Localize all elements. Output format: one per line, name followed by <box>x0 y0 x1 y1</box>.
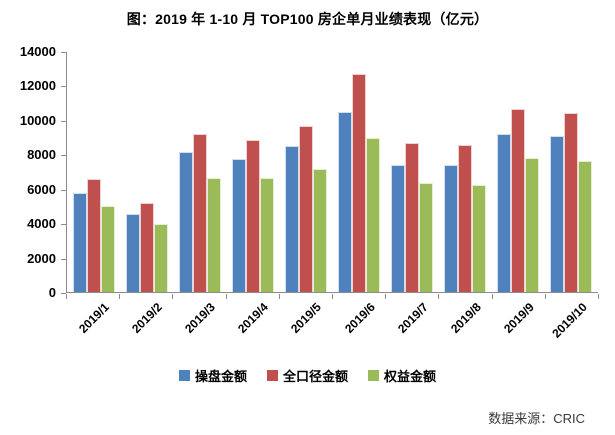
legend-item-操盘金额: 操盘金额 <box>178 366 247 385</box>
y-axis-tick-mark <box>61 52 66 53</box>
y-axis-tick-mark <box>61 224 66 226</box>
bar-group-2019-2 <box>120 52 173 292</box>
x-axis-tick-mark <box>385 294 387 299</box>
chart-title: 图：2019 年 1-10 月 TOP100 房企单月业绩表现（亿元） <box>126 11 489 27</box>
bar-group-2019-1 <box>67 52 120 292</box>
bar-group-2019-6 <box>332 52 385 292</box>
legend-swatch-icon <box>266 370 278 381</box>
y-axis-tick-label: 14000 <box>19 44 56 59</box>
x-axis-tick-label: 2019/10 <box>549 300 591 341</box>
bar-权益金额-2019-2 <box>153 224 168 292</box>
y-axis-tick-label: 10000 <box>19 112 56 128</box>
y-axis-tick-mark <box>61 189 66 191</box>
bar-全口径金额-2019-8 <box>458 144 473 292</box>
bar-全口径金额-2019-1 <box>86 179 101 292</box>
bar-操盘金额-2019-9 <box>497 133 512 292</box>
bar-group-2019-4 <box>226 52 279 292</box>
x-axis-tick-mark <box>66 294 67 299</box>
x-axis-tick-label: 2019/4 <box>235 300 272 336</box>
y-axis-tick-label: 4000 <box>27 216 56 232</box>
legend: 操盘金额 全口径金额 权益金额 <box>0 366 615 385</box>
bar-权益金额-2019-3 <box>206 177 221 292</box>
y-axis-tick-label: 8000 <box>27 147 56 163</box>
x-axis-tick-mark <box>544 294 546 299</box>
bar-全口径金额-2019-10 <box>564 112 579 292</box>
x-axis-tick-mark <box>438 294 440 299</box>
bar-group-2019-10 <box>545 52 598 292</box>
plot-area <box>66 52 598 293</box>
data-source: 数据来源：CRIC <box>488 411 585 426</box>
bar-权益金额-2019-1 <box>100 205 115 292</box>
x-axis-tick-label: 2019/5 <box>288 300 325 336</box>
y-axis-tick-mark <box>61 86 66 88</box>
bar-权益金额-2019-8 <box>472 185 487 292</box>
x-axis-tick-mark <box>332 294 333 299</box>
bar-权益金额-2019-7 <box>419 183 434 292</box>
bar-group-2019-5 <box>279 52 332 292</box>
x-axis-tick-mark <box>172 294 174 299</box>
y-axis-tick-label: 6000 <box>27 181 56 197</box>
bar-全口径金额-2019-4 <box>245 139 260 292</box>
bar-group-2019-9 <box>492 52 545 292</box>
x-axis-tick-mark <box>119 294 121 299</box>
x-axis-tick-label: 2019/7 <box>394 300 431 336</box>
bar-全口径金额-2019-5 <box>298 125 313 292</box>
bar-权益金额-2019-5 <box>312 168 327 292</box>
y-axis-tick-mark <box>61 155 66 157</box>
legend-item-权益金额: 权益金额 <box>368 366 436 385</box>
legend-swatch-icon <box>178 370 190 381</box>
x-axis-tick-mark <box>598 294 599 299</box>
bar-权益金额-2019-9 <box>525 158 540 292</box>
legend-label: 操盘金额 <box>194 369 247 384</box>
bar-权益金额-2019-10 <box>578 160 593 292</box>
bar-全口径金额-2019-7 <box>405 143 420 292</box>
legend-swatch-icon <box>368 370 379 381</box>
bar-全口径金额-2019-9 <box>511 109 526 292</box>
y-axis-tick-mark <box>61 120 66 122</box>
legend-item-全口径金额: 全口径金额 <box>266 366 348 385</box>
x-axis-tick-mark <box>278 294 280 299</box>
y-axis-tick-label: 0 <box>48 285 56 300</box>
legend-label: 全口径金额 <box>282 369 348 384</box>
y-axis-tick-label: 12000 <box>19 78 56 94</box>
x-axis-tick-label: 2019/9 <box>501 300 538 336</box>
x-axis-tick-mark <box>491 294 493 299</box>
x-axis-tick-label: 2019/3 <box>182 300 218 336</box>
y-axis-tick-mark <box>61 258 66 260</box>
bar-group-2019-8 <box>439 52 492 292</box>
bar-权益金额-2019-6 <box>366 137 381 292</box>
bar-操盘金额-2019-5 <box>284 146 299 292</box>
bar-全口径金额-2019-3 <box>192 133 207 292</box>
bar-操盘金额-2019-1 <box>72 193 87 292</box>
y-axis-tick-label: 2000 <box>27 250 56 266</box>
bar-group-2019-7 <box>386 52 439 292</box>
bar-操盘金额-2019-8 <box>444 165 459 292</box>
bar-操盘金额-2019-7 <box>391 165 406 292</box>
x-axis-tick-label: 2019/8 <box>448 300 484 336</box>
bar-group-2019-3 <box>173 52 226 292</box>
bar-权益金额-2019-4 <box>259 178 274 292</box>
bar-操盘金额-2019-6 <box>338 111 353 292</box>
bar-操盘金额-2019-3 <box>178 152 193 292</box>
bar-操盘金额-2019-2 <box>125 214 140 292</box>
legend-label: 权益金额 <box>384 369 437 384</box>
x-axis-tick-mark <box>225 294 227 299</box>
bar-全口径金额-2019-6 <box>352 73 367 292</box>
x-axis-tick-label: 2019/6 <box>341 300 378 336</box>
bar-全口径金额-2019-2 <box>139 203 154 292</box>
y-axis-tick-mark <box>61 293 66 294</box>
x-axis-tick-label: 2019/2 <box>128 300 165 336</box>
x-axis-tick-label: 2019/1 <box>75 300 112 336</box>
bar-操盘金额-2019-10 <box>550 136 565 292</box>
bar-操盘金额-2019-4 <box>231 158 246 292</box>
